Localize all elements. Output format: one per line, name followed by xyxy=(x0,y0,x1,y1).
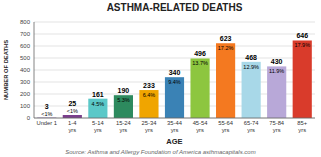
x-tick-label-line: 65-74 xyxy=(244,120,260,126)
x-tick-label-line: 25-34 xyxy=(142,120,158,126)
x-tick-label-line: 55-64 xyxy=(218,120,234,126)
grid-line xyxy=(34,46,315,47)
x-axis-line xyxy=(34,118,315,119)
x-tick-label-line: 85+ xyxy=(297,120,307,126)
bar xyxy=(242,62,261,118)
bar xyxy=(139,90,158,118)
bar xyxy=(88,99,107,118)
chart-container: 01002003004005006007008003<1%25<1%1614.5… xyxy=(0,0,321,157)
y-tick-label: 0 xyxy=(27,115,31,121)
x-tick-label: 45-54yrs xyxy=(193,120,209,133)
x-tick-label-line: 15-24 xyxy=(116,120,132,126)
y-tick-label: 700 xyxy=(20,31,31,37)
value-label: 430 xyxy=(271,58,283,65)
x-tick-label: 25-34yrs xyxy=(142,120,158,133)
value-label: 623 xyxy=(220,35,232,42)
value-label: 3 xyxy=(45,103,49,110)
percentage-label: <1% xyxy=(41,111,52,117)
bar xyxy=(114,95,133,118)
x-tick-label: 35-44yrs xyxy=(167,120,183,133)
x-tick-label-line: yrs xyxy=(171,127,179,133)
percentage-label: 17.2% xyxy=(218,45,234,51)
percentage-label: 6.4% xyxy=(143,92,156,98)
y-tick-label: 800 xyxy=(20,19,31,25)
y-tick-label: 300 xyxy=(20,79,31,85)
x-tick-label-line: 45-54 xyxy=(193,120,209,126)
percentage-label: 17.9% xyxy=(294,42,310,48)
x-axis-label: AGE xyxy=(166,137,182,146)
bars xyxy=(37,40,312,118)
percentage-label: 5.3% xyxy=(117,97,130,103)
x-tick-label: 85+yrs xyxy=(297,120,307,133)
y-tick-label: 100 xyxy=(20,103,31,109)
bar xyxy=(165,77,184,118)
percentage-label: 4.5% xyxy=(92,101,105,107)
bar xyxy=(216,43,235,118)
bar xyxy=(293,40,312,118)
percentage-label: 9.4% xyxy=(168,79,181,85)
x-tick-label-line: 5-14 xyxy=(92,120,104,126)
percentage-label: 11.9% xyxy=(269,68,284,74)
x-tick-label-line: 75-84 xyxy=(269,120,285,126)
x-tick-label-line: yrs xyxy=(68,127,76,133)
bar xyxy=(267,66,286,118)
grid xyxy=(34,22,315,118)
value-label: 468 xyxy=(245,54,257,61)
x-tick-label: 15-24yrs xyxy=(116,120,132,133)
x-tick-label-line: yrs xyxy=(298,127,306,133)
x-tick-label: 75-84yrs xyxy=(269,120,285,133)
x-tick-label-line: yrs xyxy=(273,127,281,133)
x-tick-label-line: Under 1 xyxy=(36,120,57,126)
value-label: 161 xyxy=(92,91,104,98)
grid-line xyxy=(34,118,315,119)
percentage-label: 13.7% xyxy=(192,60,208,66)
x-tick-label: 1-4yrs xyxy=(68,120,77,133)
y-tick-label: 600 xyxy=(20,43,31,49)
x-tick-label-line: yrs xyxy=(247,127,255,133)
x-tick-label: 55-64yrs xyxy=(218,120,234,133)
y-tick-label: 500 xyxy=(20,55,31,61)
y-tick-label: 200 xyxy=(20,91,31,97)
value-label: 190 xyxy=(118,87,130,94)
bar xyxy=(63,115,82,118)
title: ASTHMA-RELATED DEATHS xyxy=(107,2,243,13)
value-label: 646 xyxy=(296,32,308,39)
x-tick-label-line: yrs xyxy=(94,127,102,133)
x-tick-label: Under 1 xyxy=(36,120,57,126)
y-axis-label: NUMBER OF DEATHS xyxy=(3,40,9,100)
y-tick-label: 400 xyxy=(20,67,31,73)
x-tick-label-line: yrs xyxy=(145,127,153,133)
x-tick-label-line: yrs xyxy=(120,127,128,133)
value-label: 233 xyxy=(143,82,155,89)
source-note: Source: Asthma and Allergy Foundation of… xyxy=(65,149,255,155)
value-label: 340 xyxy=(169,69,181,76)
value-label: 25 xyxy=(68,100,76,107)
value-label: 496 xyxy=(194,50,206,57)
chart-svg: 01002003004005006007008003<1%25<1%1614.5… xyxy=(0,0,321,157)
x-tick-label-line: 1-4 xyxy=(68,120,77,126)
x-tick-label-line: yrs xyxy=(222,127,230,133)
x-tick-label-line: yrs xyxy=(196,127,204,133)
y-axis-line xyxy=(34,22,35,118)
labels: 3<1%25<1%1614.5%1905.3%2336.4%3409.4%496… xyxy=(41,32,310,116)
percentage-label: 12.9% xyxy=(243,64,259,70)
x-tick-label: 5-14yrs xyxy=(92,120,104,133)
grid-line xyxy=(34,34,315,35)
percentage-label: <1% xyxy=(67,108,78,114)
grid-line xyxy=(34,22,315,23)
x-tick-label: 65-74yrs xyxy=(244,120,260,133)
bar xyxy=(190,58,209,118)
x-tick-label-line: 35-44 xyxy=(167,120,183,126)
